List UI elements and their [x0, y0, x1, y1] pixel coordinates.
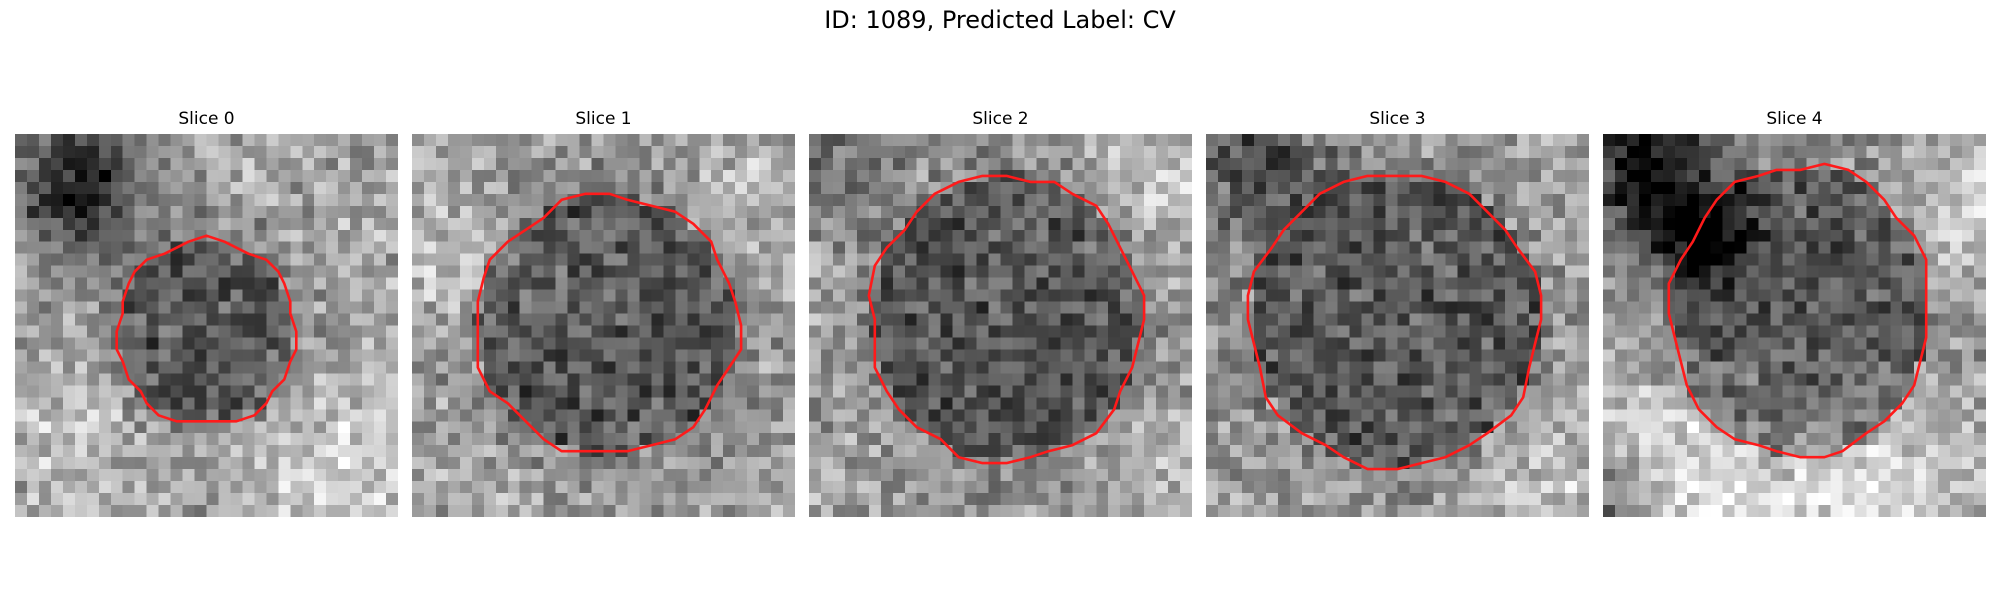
slice-title: Slice 3 [1369, 109, 1426, 129]
slice-title: Slice 1 [575, 109, 632, 129]
slice-image [1206, 134, 1589, 517]
slice-title: Slice 0 [178, 109, 235, 129]
pixel-grid [1206, 134, 1589, 517]
segmentation-contour [867, 174, 1146, 465]
slice-image [809, 134, 1192, 517]
pixel-grid [15, 134, 398, 517]
slice-image [1603, 134, 1986, 517]
pixel-grid [1603, 134, 1986, 517]
slice-image [412, 134, 795, 517]
slice-image [15, 134, 398, 517]
segmentation-contour [476, 192, 743, 453]
segmentation-contour [115, 234, 298, 423]
slice-title: Slice 2 [972, 109, 1029, 129]
segmentation-contour [1667, 162, 1928, 459]
slice-panel-0: Slice 0 [15, 108, 398, 517]
slice-title: Slice 4 [1766, 109, 1823, 129]
slice-panel-1: Slice 1 [412, 108, 795, 517]
pixel-grid [412, 134, 795, 517]
slice-panel-2: Slice 2 [809, 108, 1192, 517]
slice-panel-3: Slice 3 [1206, 108, 1589, 517]
figure-title: ID: 1089, Predicted Label: CV [824, 6, 1176, 34]
segmentation-contour [1246, 174, 1543, 471]
slice-panel-4: Slice 4 [1603, 108, 1986, 517]
pixel-grid [809, 134, 1192, 517]
